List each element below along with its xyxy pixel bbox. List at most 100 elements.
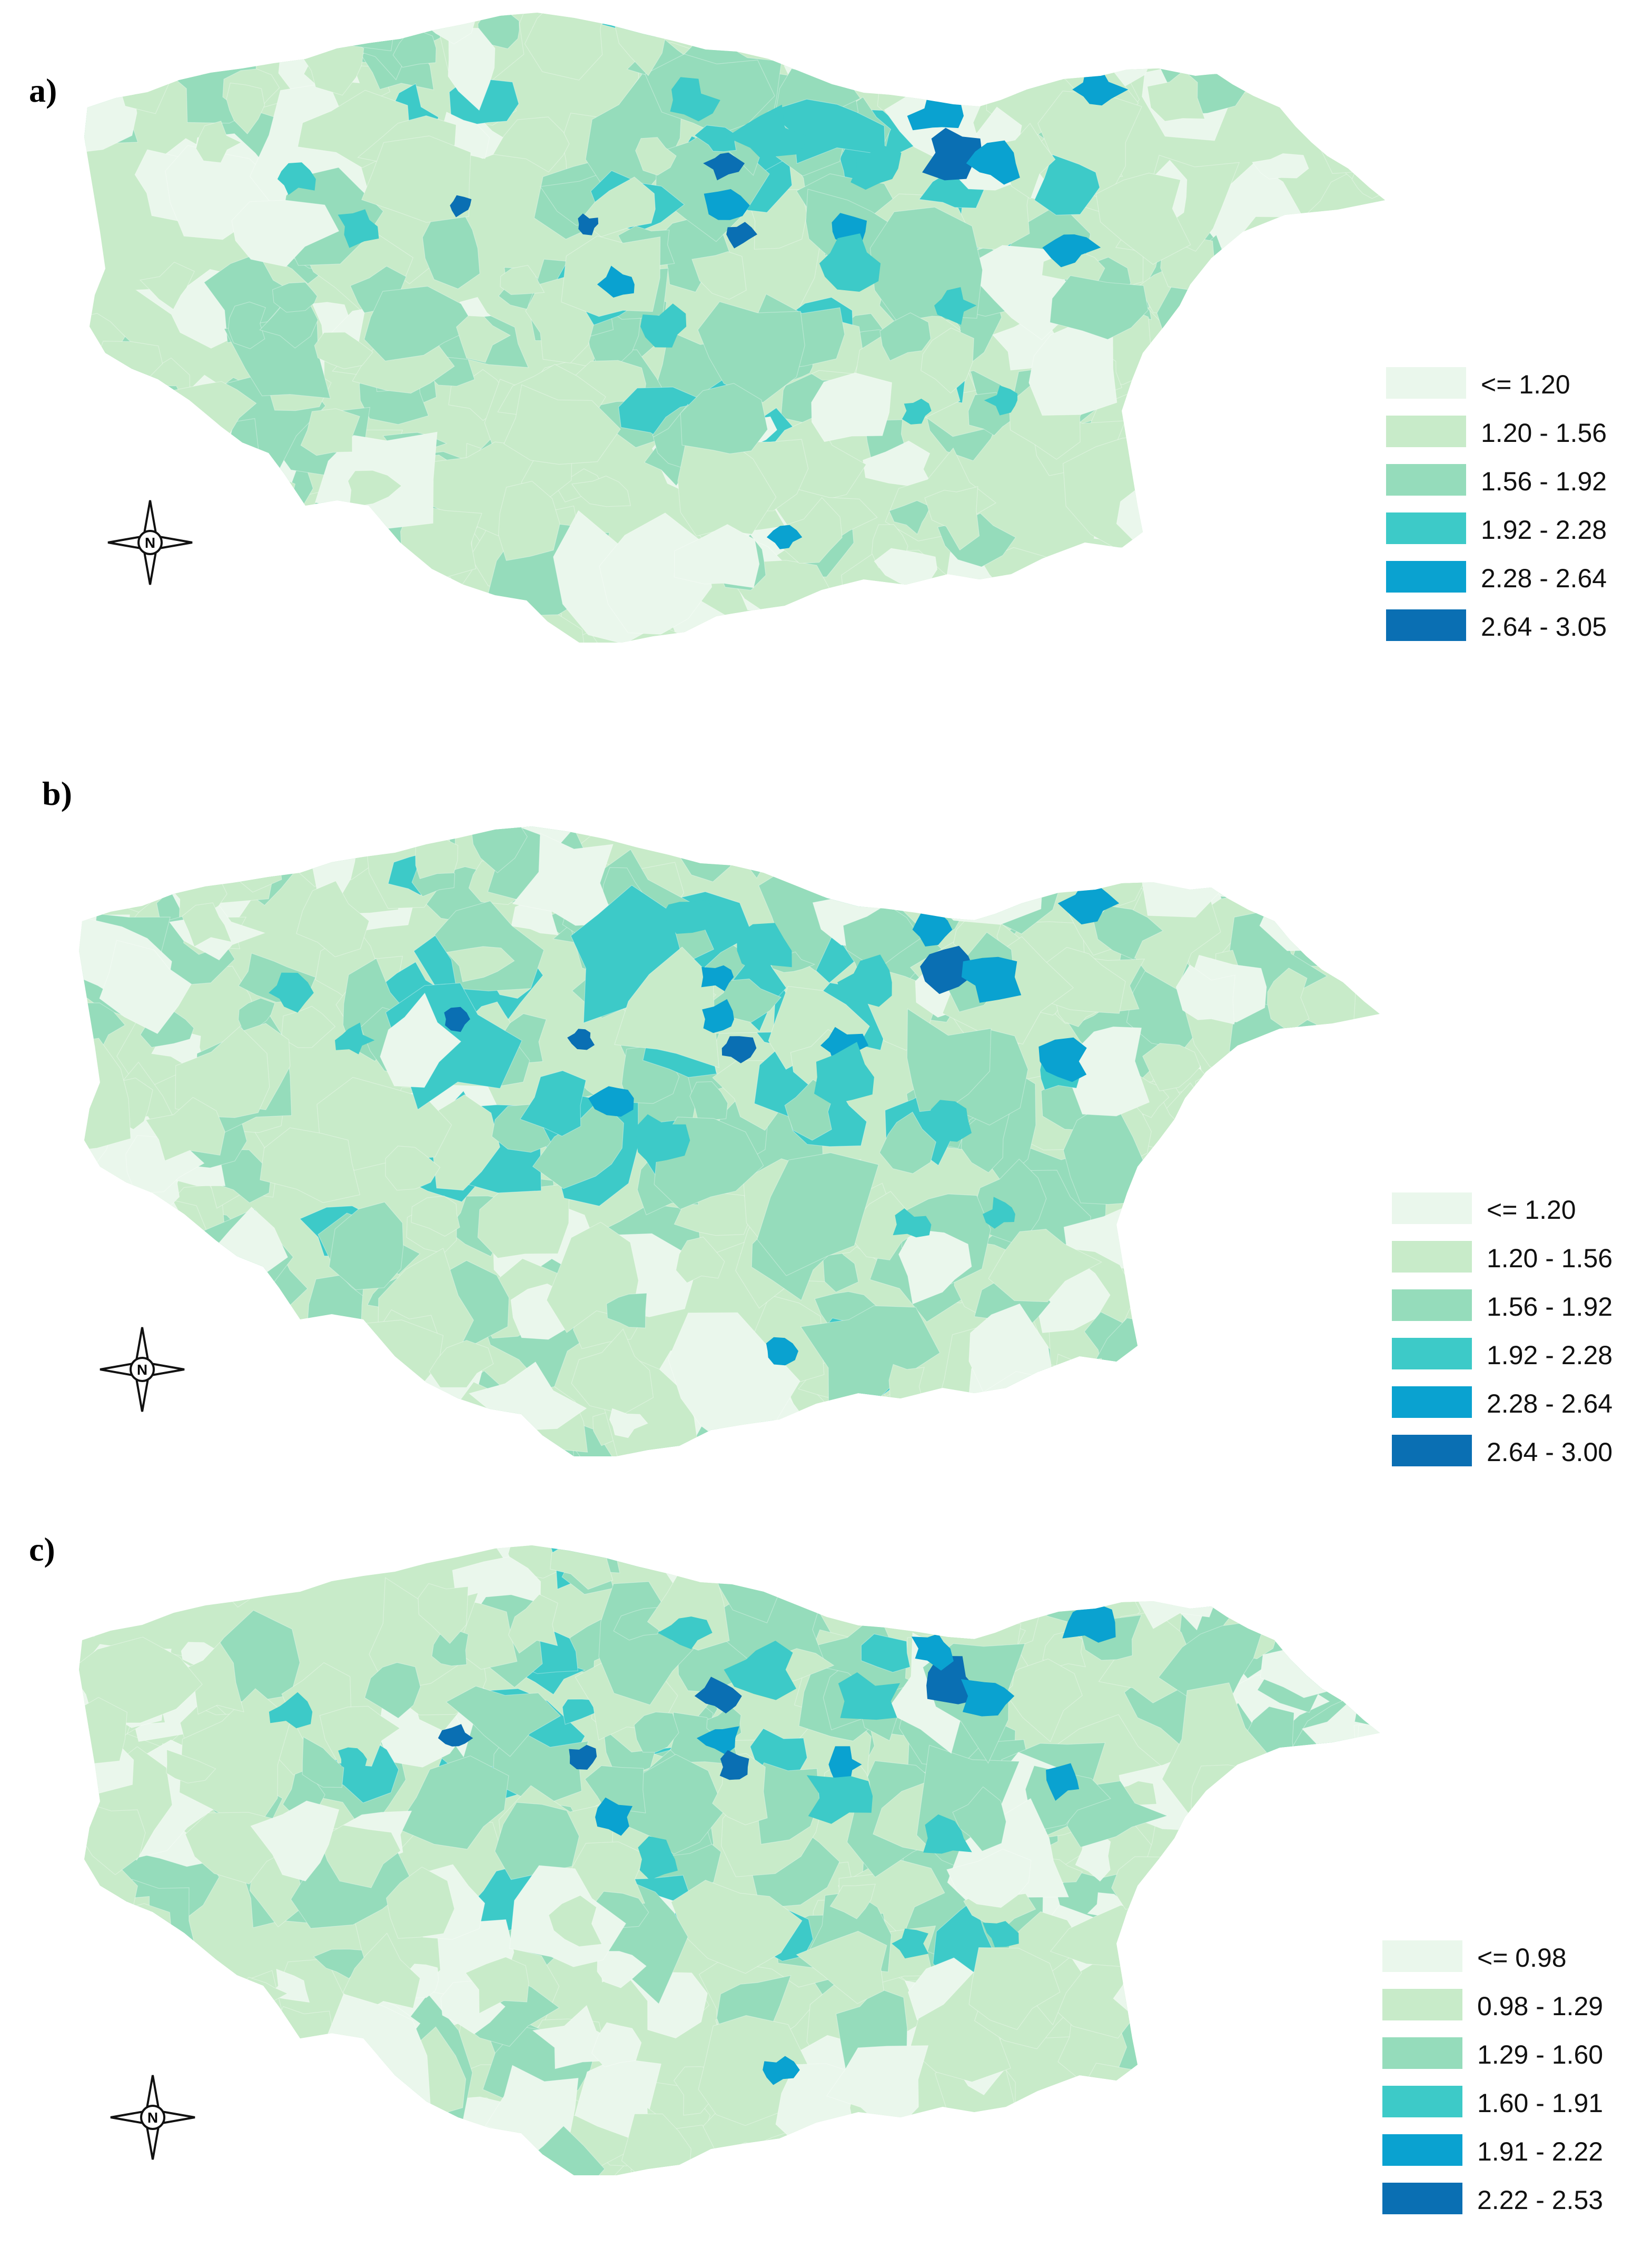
area-polygon (998, 1399, 1042, 1436)
area-polygon (150, 1265, 204, 1308)
area-polygon (269, 1692, 313, 1729)
area-polygon (79, 1307, 106, 1342)
area-polygon (1235, 2040, 1292, 2068)
panel-label: b) (42, 775, 72, 812)
area-polygon (1239, 1967, 1338, 2039)
area-polygon (285, 2069, 364, 2158)
area-polygon (94, 340, 163, 389)
area-polygon (1294, 241, 1370, 312)
area-polygon (1113, 1957, 1180, 2016)
area-polygon (911, 1633, 954, 1671)
legend-item: 1.92 - 2.28 (1392, 1338, 1642, 1370)
area-polygon (763, 2056, 800, 2085)
area-polygon (578, 213, 599, 235)
area-polygon (1046, 1763, 1080, 1801)
area-polygon (724, 1641, 796, 1700)
area-polygon (703, 2142, 783, 2175)
area-polygon (380, 992, 462, 1088)
area-polygon (1155, 1408, 1282, 1456)
area-polygon (102, 423, 175, 502)
area-polygon (886, 2128, 932, 2175)
legend-swatch (1386, 561, 1466, 593)
area-polygon (1214, 576, 1348, 643)
area-polygon (203, 826, 293, 856)
area-polygon (984, 385, 1017, 416)
area-polygon (1267, 968, 1310, 1032)
area-polygon (1093, 905, 1164, 960)
area-polygon (1275, 51, 1320, 86)
legend-label: 1.29 - 1.60 (1477, 2040, 1604, 2069)
legend-swatch (1386, 609, 1466, 641)
legend-label: <= 1.20 (1481, 370, 1570, 399)
area-polygon (204, 1562, 253, 1608)
area-polygon (1257, 13, 1339, 88)
area-polygon (921, 327, 974, 394)
area-polygon (1305, 209, 1384, 253)
area-polygon (1122, 1929, 1208, 2028)
area-polygon (599, 512, 713, 635)
legend-item: 2.22 - 2.53 (1382, 2183, 1642, 2215)
area-polygon (90, 1925, 146, 1959)
legend-item: 1.20 - 1.56 (1386, 416, 1642, 448)
area-polygon (260, 1127, 361, 1204)
area-polygon (1328, 1634, 1372, 1665)
area-polygon (924, 486, 980, 551)
area-polygon (1032, 1384, 1082, 1438)
area-polygon (927, 1100, 972, 1142)
area-polygon (1229, 1248, 1308, 1329)
area-polygon (1222, 1253, 1307, 1328)
area-polygon (1151, 1911, 1275, 2042)
area-polygon (175, 1026, 270, 1118)
area-polygon (1278, 1545, 1373, 1649)
area-polygon (1285, 1298, 1347, 1337)
area-polygon (221, 1328, 273, 1368)
area-polygon (1348, 13, 1385, 108)
area-polygon (979, 582, 1034, 642)
area-polygon (968, 1947, 1061, 2030)
area-polygon (119, 1545, 202, 1592)
area-polygon (923, 1814, 972, 1854)
area-polygon (361, 1545, 402, 1561)
legend-label: 1.20 - 1.56 (1481, 418, 1607, 448)
legend-swatch (1382, 1989, 1462, 2020)
area-polygon (94, 826, 157, 882)
area-polygon (892, 13, 994, 83)
area-polygon (364, 1662, 421, 1719)
area-polygon (1180, 586, 1280, 643)
area-polygon (696, 1726, 739, 1755)
legend-swatch (1382, 2183, 1462, 2214)
area-polygon (584, 1765, 646, 1813)
area-polygon (569, 1744, 597, 1770)
area-polygon (1139, 1191, 1230, 1271)
area-polygon (1240, 1032, 1306, 1096)
area-polygon (944, 1411, 1013, 1456)
legend-swatch (1392, 1338, 1472, 1369)
area-polygon (674, 524, 760, 588)
legend-swatch (1392, 1241, 1472, 1273)
area-polygon (769, 826, 832, 862)
area-polygon (755, 617, 824, 643)
area-polygon (1329, 1335, 1380, 1390)
area-polygon (1315, 232, 1385, 325)
area-polygon (1170, 2036, 1224, 2067)
area-polygon (338, 209, 379, 248)
choropleth-map (84, 13, 1385, 643)
area-polygon (226, 82, 265, 135)
legend-item: <= 0.98 (1382, 1940, 1642, 1973)
area-polygon (856, 1589, 916, 1623)
area-polygon (1171, 826, 1282, 903)
area-polygon (829, 1884, 876, 1919)
area-polygon (1220, 13, 1306, 95)
area-polygon (238, 998, 275, 1032)
area-polygon (519, 1070, 587, 1137)
area-polygon (1272, 1201, 1380, 1300)
area-polygon (1110, 2127, 1175, 2175)
area-polygon (1267, 588, 1351, 643)
area-polygon (580, 176, 656, 238)
area-polygon (1135, 589, 1244, 643)
area-polygon (1320, 1545, 1380, 1612)
area-polygon (726, 222, 757, 249)
area-polygon (244, 1388, 331, 1456)
area-polygon (988, 1228, 1103, 1303)
area-polygon (1080, 2063, 1159, 2143)
